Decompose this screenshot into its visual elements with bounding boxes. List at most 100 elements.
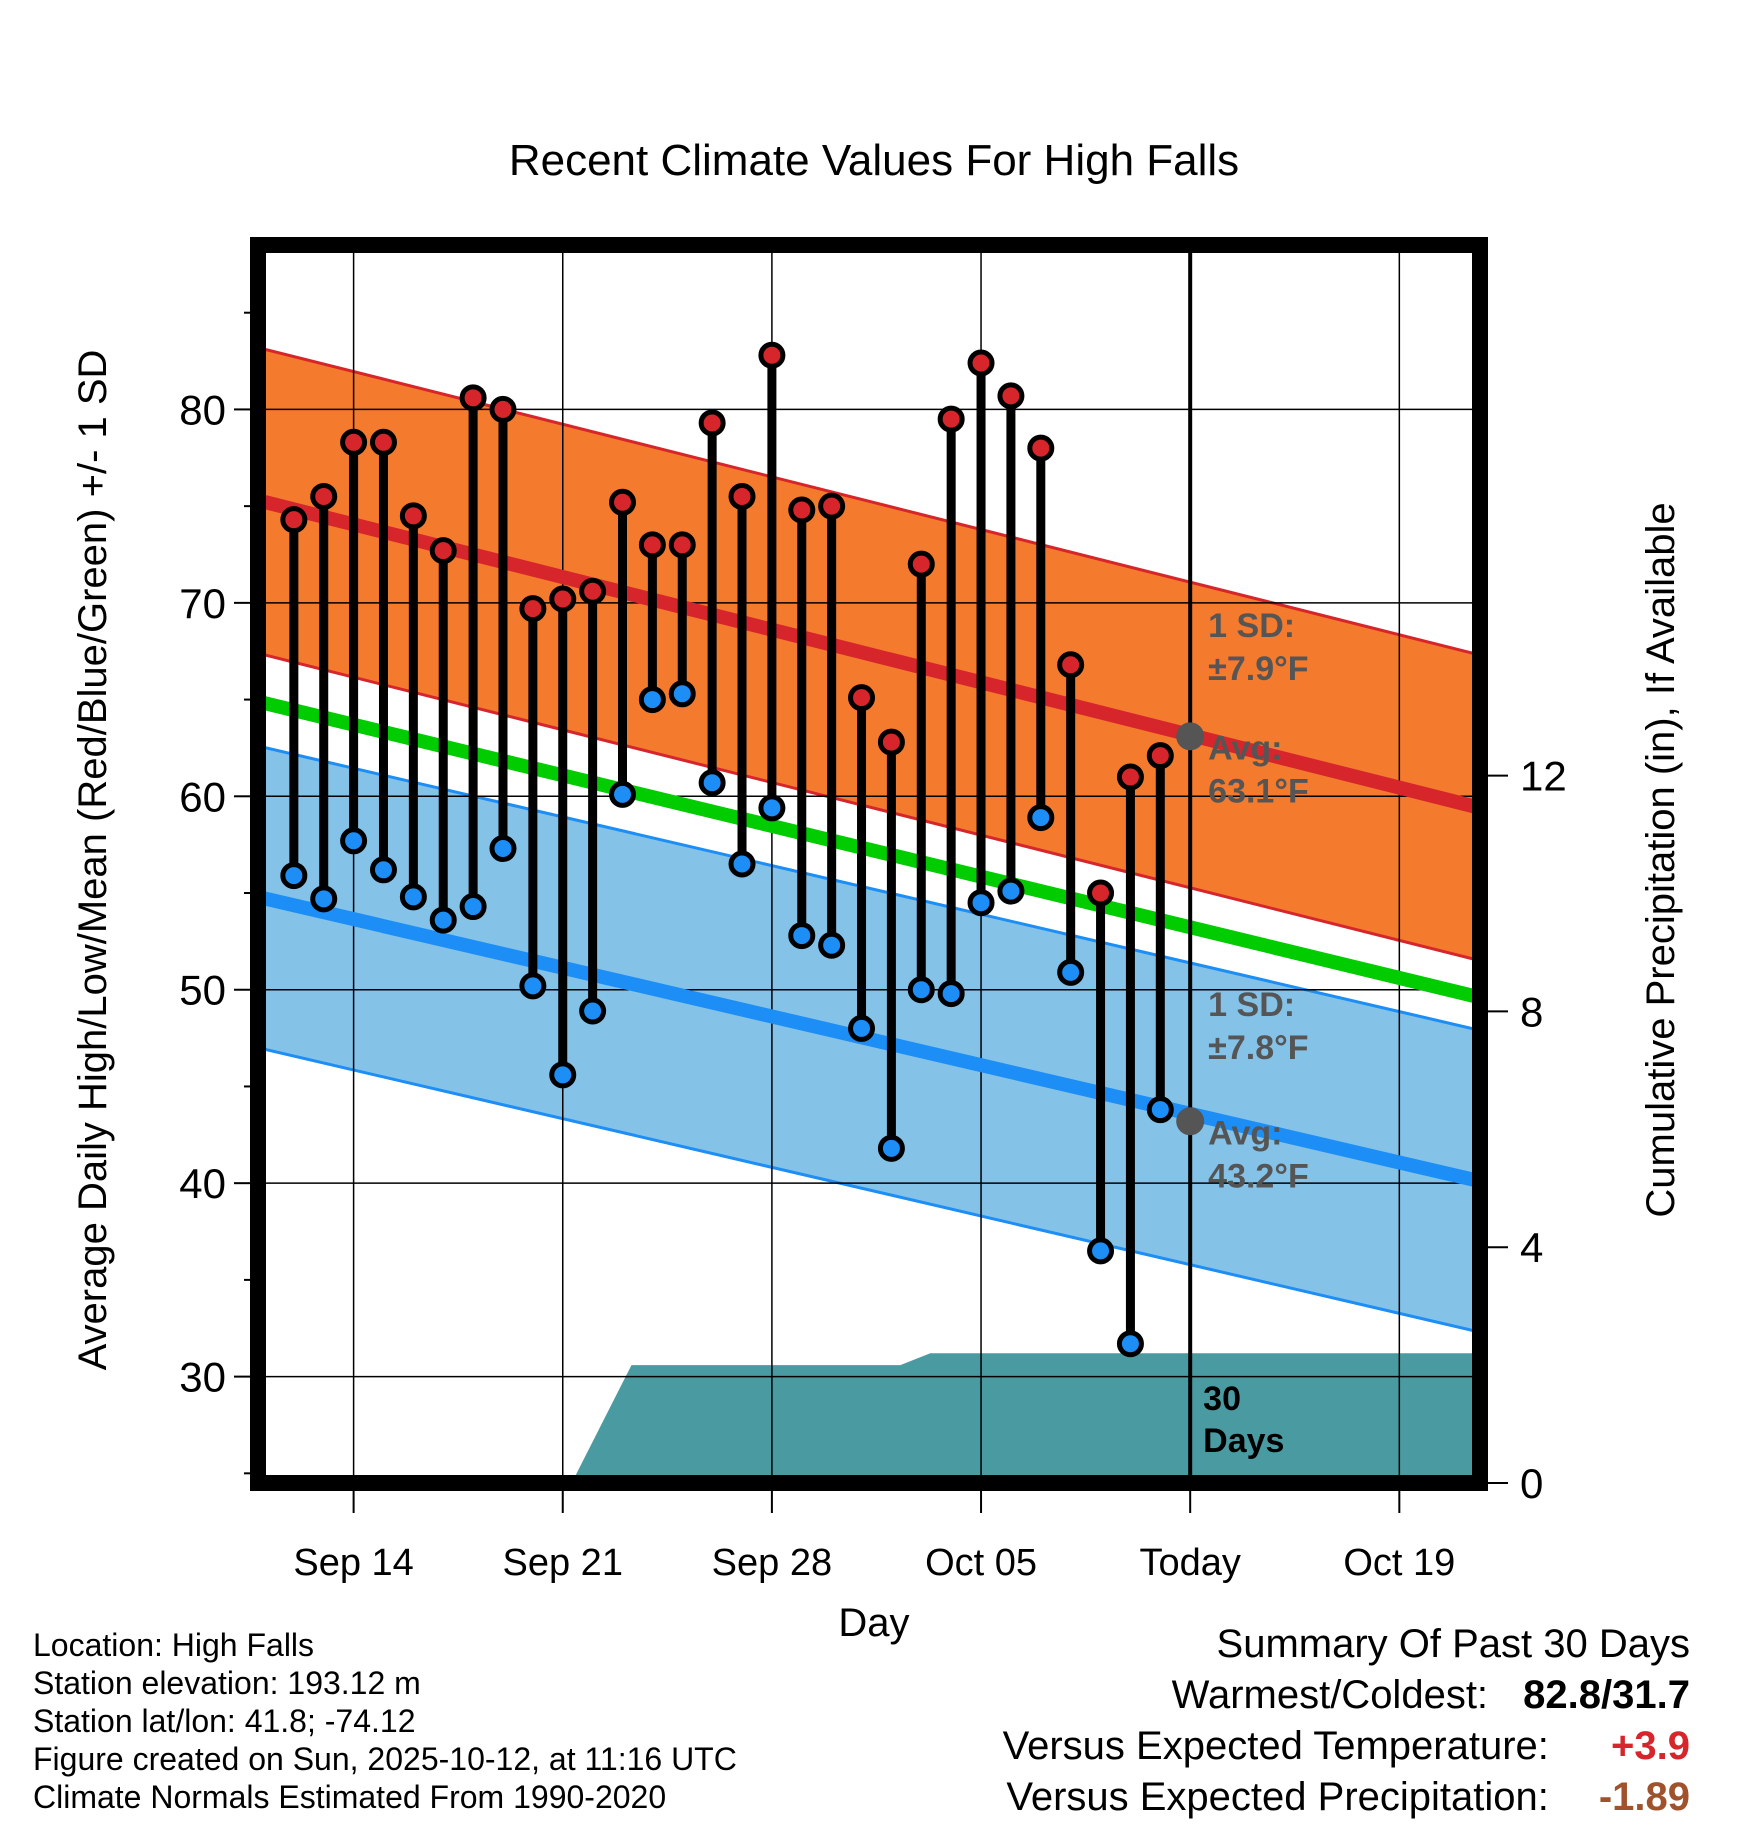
low-point [907,976,935,1004]
warm-cold-value: 82.8/31.7 [1523,1673,1690,1717]
low-point [728,850,756,878]
info-block: Location: High Falls Station elevation: … [33,1626,737,1816]
x-tick-label: Oct 19 [1343,1542,1455,1584]
y2-tick-label: 4 [1520,1224,1543,1271]
x-tick-label: Sep 14 [293,1542,413,1584]
high-sd-label: 1 SD: [1208,607,1295,645]
low-point [369,856,397,884]
high-point [519,595,547,623]
x-tick-label: Sep 21 [503,1542,623,1584]
normal-high-band-lower [258,651,1480,963]
low-point [638,686,666,714]
low-point [1057,958,1085,986]
high-point [579,577,607,605]
high-point [848,684,876,712]
low-point [280,862,308,890]
y2-tick-label: 12 [1520,753,1567,800]
high-point [399,502,427,530]
y-tick-label: 60 [179,773,226,820]
y2-tick-label: 0 [1520,1460,1543,1507]
precip-value: -1.89 [1598,1775,1690,1819]
high-avg-value: 63.1°F [1208,772,1309,810]
high-point [877,728,905,756]
y-tick-label: 80 [179,386,226,433]
high-point [429,537,457,565]
low-point [788,922,816,950]
normal-high-line [258,493,1480,815]
x-tick-label: Oct 05 [925,1542,1037,1584]
y-tick-label: 50 [179,967,226,1014]
low-point [668,680,696,708]
info-normals: Climate Normals Estimated From 1990-2020 [33,1779,667,1815]
low-sd-label: 1 SD: [1208,986,1295,1024]
high-point [280,506,308,534]
low-sd-value: ±7.8°F [1208,1029,1308,1067]
low-point [399,883,427,911]
low-point [1087,1237,1115,1265]
x-axis-label: Day [838,1601,909,1645]
temp-value: +3.9 [1611,1724,1690,1768]
high-point [937,405,965,433]
high-point [310,482,338,510]
low-point [818,931,846,959]
high-point [549,585,577,613]
low-today-marker [1176,1107,1205,1136]
low-point [549,1061,577,1089]
low-avg-label: Avg: [1208,1114,1282,1152]
high-point [758,341,786,369]
low-point [429,906,457,934]
low-point [1146,1096,1174,1124]
normal-low-band-lower [258,1046,1480,1334]
low-point [609,780,637,808]
high-point [967,349,995,377]
high-today-marker [1176,722,1205,751]
low-point [848,1014,876,1042]
low-point [967,889,995,917]
high-point [340,428,368,456]
summary-warm-cold: Warmest/Coldest: 82.8/31.7 [1172,1673,1690,1718]
info-location: Location: High Falls [33,1627,315,1663]
low-point [519,972,547,1000]
low-point [579,997,607,1025]
high-sd-value: ±7.9°F [1208,650,1308,688]
low-point [758,794,786,822]
high-point [1027,434,1055,462]
high-point [609,488,637,516]
summary-temp: Versus Expected Temperature: +3.9 [1003,1724,1690,1769]
x-tick-label: Sep 28 [712,1542,832,1584]
low-point [1027,804,1055,832]
chart-title: Recent Climate Values For High Falls [509,136,1239,185]
high-point [1087,879,1115,907]
summary-title: Summary Of Past 30 Days [1216,1622,1690,1666]
normal-low-band-upper [258,744,1480,1032]
low-point [489,835,517,863]
plot-inner: 1 SD: ±7.9°F Avg: 63.1°F 1 SD: ±7.8°F Avg: 43.2… [258,245,1480,1483]
low-point [340,827,368,855]
low-point [997,877,1025,905]
high-point [907,550,935,578]
high-point [788,496,816,524]
high-avg-label: Avg: [1208,729,1282,767]
high-point [1057,651,1085,679]
high-point [668,531,696,559]
y-tick-label: 30 [179,1354,226,1401]
low-point [698,769,726,797]
summary-precip: Versus Expected Precipitation: -1.89 [1006,1775,1690,1820]
high-point [818,492,846,520]
precip-area [571,1353,1480,1483]
low-point [459,893,487,921]
y-tick-label: 40 [179,1160,226,1207]
plot-frame [250,237,1488,1491]
y2-tick-label: 8 [1520,988,1543,1035]
low-point [937,980,965,1008]
high-point [728,482,756,510]
high-point [997,382,1025,410]
high-point [698,409,726,437]
x-tick-label: Today [1139,1542,1240,1584]
high-point [459,384,487,412]
warm-cold-label: Warmest/Coldest: [1171,1673,1489,1717]
low-point [877,1134,905,1162]
info-created: Figure created on Sun, 2025-10-12, at 11… [33,1741,737,1777]
info-latlon: Station lat/lon: 41.8; -74.12 [33,1703,416,1739]
